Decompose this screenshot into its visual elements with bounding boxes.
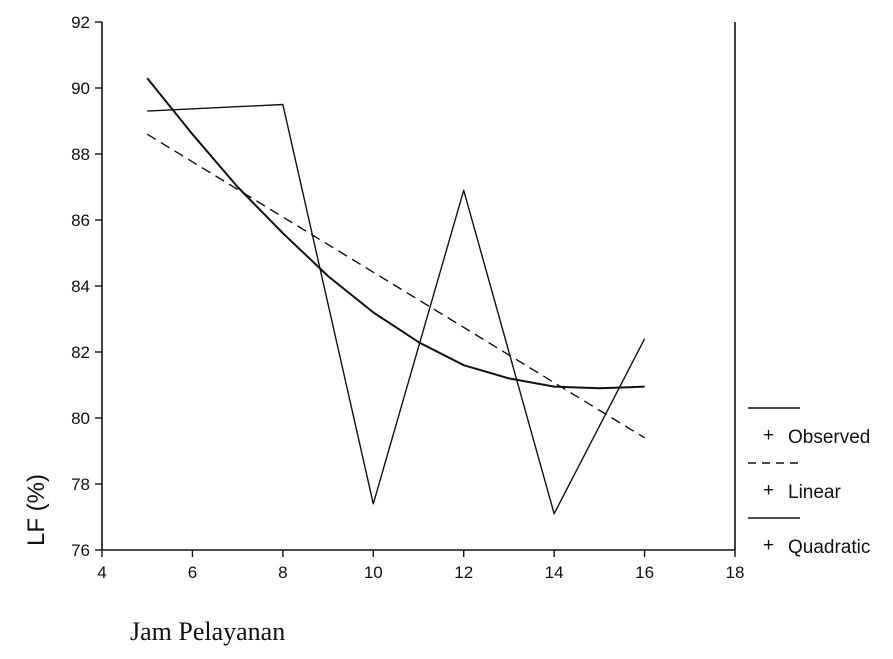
y-tick-label: 92 <box>71 13 90 32</box>
axes <box>102 22 735 550</box>
legend-plus-icon: + <box>763 535 774 556</box>
series-group <box>147 78 644 514</box>
y-tick-label: 86 <box>71 211 90 230</box>
series-line-observed <box>147 105 644 514</box>
x-tick-label: 6 <box>188 563 197 582</box>
x-tick-label: 8 <box>278 563 287 582</box>
x-tick-label: 14 <box>545 563 564 582</box>
x-tick-label: 18 <box>726 563 745 582</box>
y-ticks: 76 78 80 82 84 86 88 90 92 <box>71 13 102 560</box>
legend-label-quadratic: Quadratic <box>788 537 870 558</box>
x-tick-label: 4 <box>97 563 106 582</box>
y-tick-label: 82 <box>71 343 90 362</box>
x-axis-label: Jam Pelayanan <box>130 617 285 646</box>
y-tick-label: 84 <box>71 277 90 296</box>
legend-label-linear: Linear <box>788 482 841 503</box>
legend: + Observed + Linear + Quadratic <box>748 408 870 558</box>
y-tick-label: 76 <box>71 541 90 560</box>
legend-label-observed: Observed <box>788 427 870 448</box>
series-line-linear <box>147 134 644 438</box>
legend-plus-icon: + <box>763 425 774 446</box>
y-axis-label: LF (%) <box>23 474 50 546</box>
y-tick-label: 80 <box>71 409 90 428</box>
legend-plus-icon: + <box>763 480 774 501</box>
y-tick-label: 88 <box>71 145 90 164</box>
y-tick-label: 90 <box>71 79 90 98</box>
series-line-quadratic <box>147 78 644 388</box>
x-tick-label: 10 <box>364 563 383 582</box>
x-ticks: 4 6 8 10 12 14 16 18 <box>97 550 744 582</box>
x-tick-label: 16 <box>635 563 654 582</box>
x-tick-label: 12 <box>454 563 473 582</box>
y-tick-label: 78 <box>71 475 90 494</box>
